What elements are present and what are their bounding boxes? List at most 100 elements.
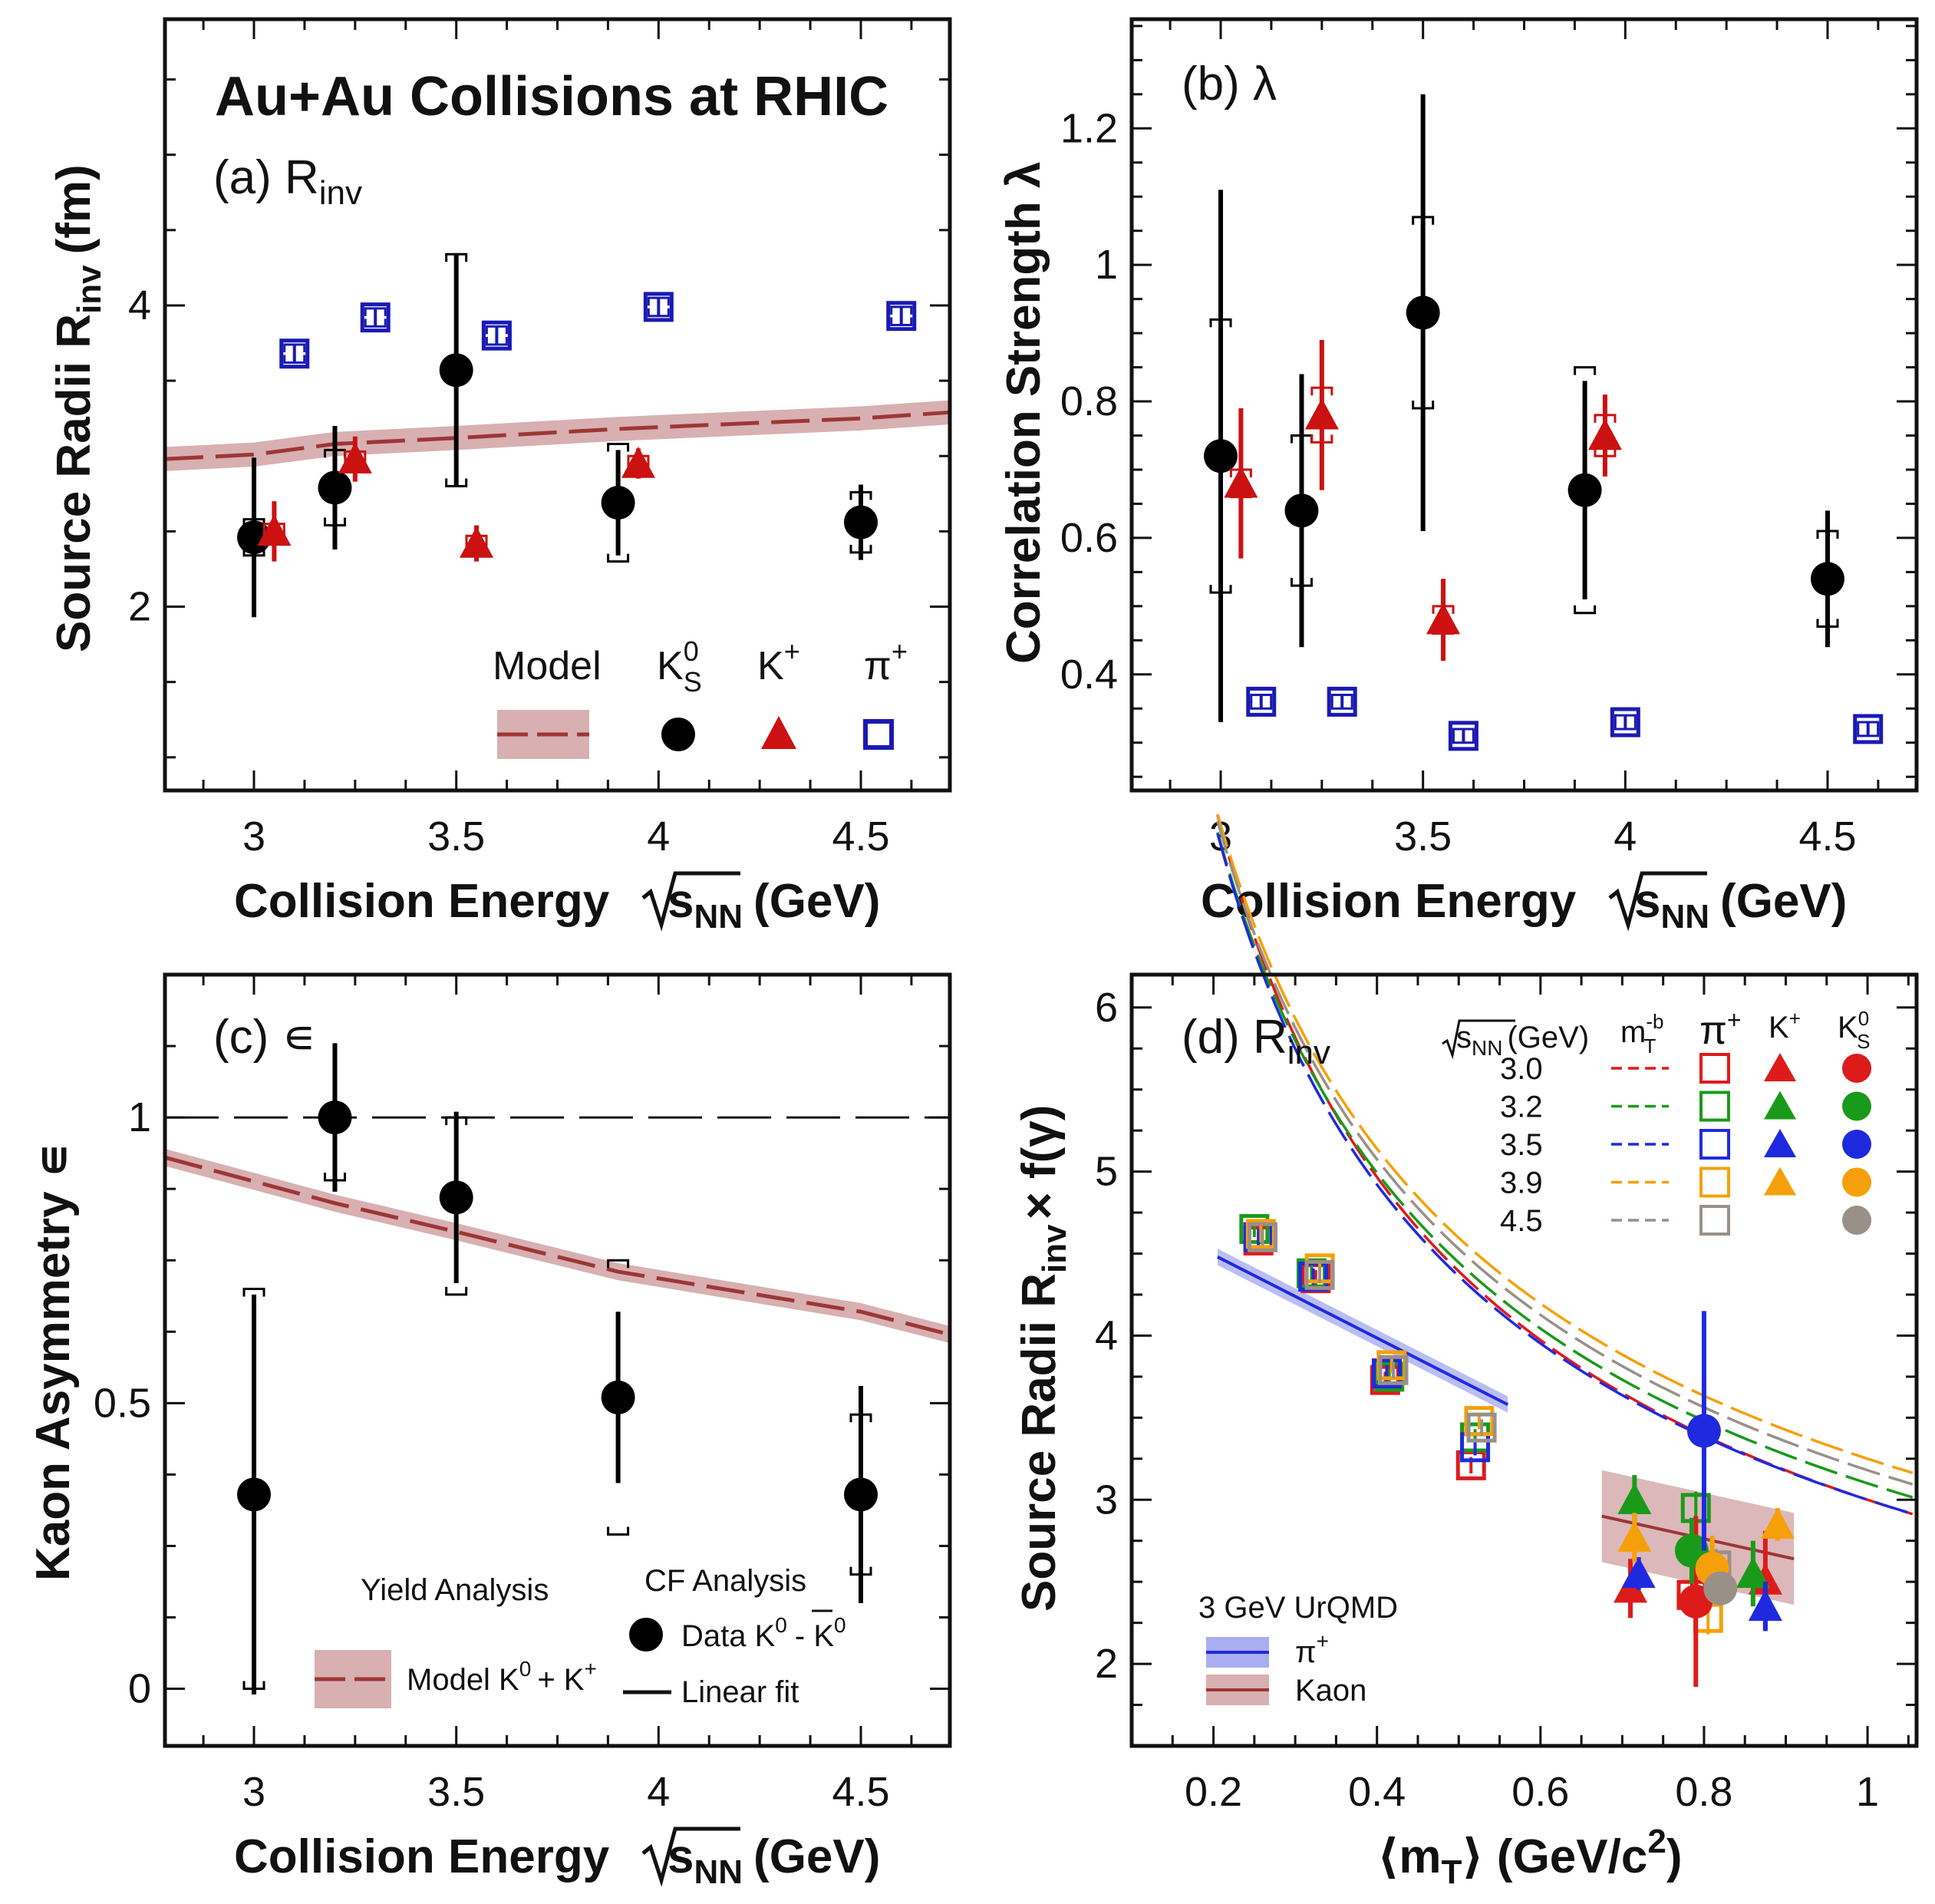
marker-triangle [257,514,292,546]
panel-b-label: (b) λ [1182,58,1277,111]
panel-d-x-axis-title: ⟨mT⟩ (GeV/c2) [1377,1823,1682,1891]
marker-triangle [1617,1483,1652,1514]
sys-bracket [1857,728,1880,738]
sys-bracket [607,553,630,563]
panel-c-x-axis-title: Collision Energy [234,1830,610,1883]
legend-d-pi-sup: + [1727,1006,1742,1034]
legend-ks-marker [1842,1054,1871,1083]
data-point [1426,579,1461,662]
panel-a-label-main: (a) R [213,151,319,204]
legend-data-text: Data K [681,1619,776,1653]
sys-bracket [283,355,306,365]
data-point [279,338,310,369]
legend-model-tail-sup: + [584,1657,596,1681]
panel-d-y-title-sub: inv [1036,1224,1073,1273]
sys-bracket [647,296,670,306]
data-point [1610,707,1640,738]
marker-triangle [1748,1589,1782,1621]
sys-bracket [364,307,387,316]
data-point [1378,1355,1409,1385]
y-tick-label: 2 [1095,1641,1118,1687]
sys-bracket [1574,366,1597,375]
panel-b-x-sqrt-var: s [1634,875,1660,928]
marker-circle [1406,295,1440,330]
marker-circle [843,505,878,540]
marker-triangle [1736,1556,1770,1589]
legend-data-mid: - [795,1619,813,1653]
sys-bracket [607,1526,630,1536]
panel-b-x-axis-title: Collision Energy [1201,875,1577,928]
panel-a-legend: Model K0 S K+ π+ [493,635,908,759]
marker-square [1853,714,1884,744]
fit-curve-3.9 [1216,813,1914,1474]
fit-curve-3.2 [1216,832,1914,1499]
legend-pi-marker [1699,1166,1730,1198]
sys-bracket [1310,386,1333,396]
data-point [1621,1556,1656,1590]
legend-energy-label: 3.0 [1500,1052,1543,1086]
legend-ks0-sup: 0 [684,635,699,667]
legend-d-rows: 3.0 3.2 3.5 3.9 4.5 [1500,1052,1871,1238]
fit-curve-4.5 [1216,820,1914,1486]
legend-piplus-marker [863,719,894,750]
marker-square [1378,1355,1409,1385]
marker-square [360,302,391,333]
data-point [1810,510,1844,648]
legend-data-k0-k0bar: Data K0- K0 [681,1613,846,1653]
y-tick-label: 0.5 [94,1380,151,1426]
marker-triangle [1426,602,1461,635]
marker-circle [1703,1571,1738,1605]
legend-piplus-label: π+ [864,635,908,688]
legend-cf-title: CF Analysis [644,1564,806,1598]
model-line [164,1155,951,1337]
y-tick-label: 0.8 [1060,378,1118,424]
legend-energy-label: 4.5 [1500,1204,1543,1238]
sys-bracket [1290,578,1313,587]
panel-c-plot-layer [164,973,951,1746]
panel-c-x-title-text: Collision Energy [234,1830,610,1883]
legend-data-kbar: K [813,1619,834,1653]
y-tick-label: 0 [128,1666,151,1712]
marker-circle [1810,562,1844,596]
legend-urqmd-pi-sup: + [1317,1629,1329,1653]
legend-data-marker [629,1618,663,1652]
panel-a-y-title-sub: inv [71,265,108,314]
data-point [460,525,494,562]
panel-d-label: (d) Rinv [1182,1011,1330,1071]
panel-c-y-axis-title: Kaon Asymmetry ∊ [27,1143,80,1581]
marker-square [1246,686,1277,717]
legend-d-pi-var: π [1699,1008,1727,1053]
panel-a-label: (a) Rinv [213,151,362,212]
x-tick-label: 3 [242,1769,265,1815]
legend-linear-fit-label: Linear fit [681,1675,799,1709]
panel-b-x-ticklabels: 3 3.5 4 4.5 [1209,813,1857,860]
legend-urqmd-kaon: Kaon [1295,1674,1366,1708]
x-tick-label: 3.5 [1394,813,1452,860]
data-point [843,1386,878,1603]
panel-d-frame [1129,972,1919,1748]
legend-d-ks-var: K [1838,1011,1858,1044]
legend-ks-marker [1842,1206,1871,1235]
legend-yield-title: Yield Analysis [361,1573,549,1607]
sys-bracket [1614,714,1637,724]
x-tick-label: 0.8 [1675,1769,1732,1815]
legend-pi-marker [1699,1205,1730,1236]
panel-d-x-title-main: ⟨m [1377,1830,1441,1883]
data-point [1760,1507,1795,1541]
marker-triangle [1621,1556,1656,1589]
data-point [1448,721,1478,751]
legend-data-sup: 0 [775,1613,787,1637]
panel-d-plot-layer [1130,813,1917,1747]
data-point [318,1043,352,1192]
panel-b-correlation-strength: (b) λ 3 3.5 4 4.5 0.40.60.811.2 Collision E… [997,17,1919,936]
sys-bracket [445,1116,468,1126]
data-point [1248,1222,1277,1252]
panel-b-frame [1129,17,1919,793]
legend-ks0-marker [661,718,695,751]
y-tick-label: 6 [1095,985,1118,1031]
sys-bracket [849,490,872,500]
data-point [1567,366,1602,615]
sys-bracket [1594,448,1617,457]
legend-pi-marker [1699,1129,1730,1160]
sys-bracket [1412,400,1435,410]
